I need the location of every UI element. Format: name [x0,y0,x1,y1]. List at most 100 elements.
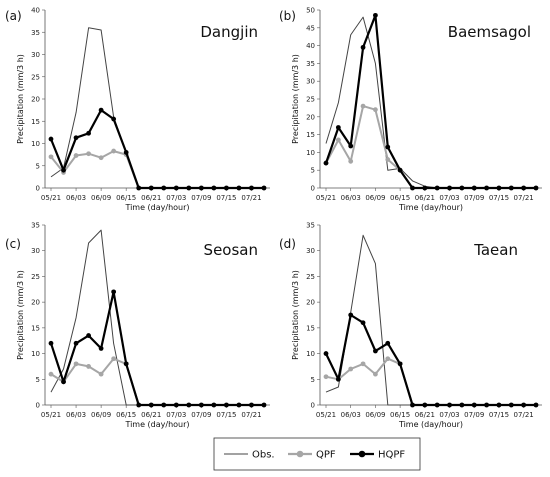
panel-label: (c) [5,237,21,251]
y-tick-label: 45 [306,24,315,32]
x-tick-label: 07/03 [166,411,186,419]
y-tick-label: 25 [306,96,315,104]
data-point-hqpf [521,185,527,191]
y-tick-label: 20 [31,96,40,104]
legend-marker-qpf [296,450,304,458]
data-point-hqpf [98,346,104,351]
y-axis-label: Precipitation (mm/3 h) [16,270,25,360]
data-point-hqpf [348,143,354,149]
y-tick-label: 5 [311,167,315,175]
y-tick-label: 10 [31,350,40,358]
data-point-hqpf [434,402,440,408]
data-point-hqpf [86,333,91,338]
series-line-hqpf [324,14,536,190]
y-tick-label: 10 [306,149,315,157]
data-point-hqpf [173,185,179,191]
data-point-qpf [360,103,366,109]
data-point-qpf [111,148,117,154]
data-point-hqpf [111,116,117,122]
data-point-hqpf [111,289,117,295]
data-point-hqpf [236,402,242,408]
x-tick-label: 06/21 [415,194,435,202]
series-line-obs [50,27,264,189]
data-point-hqpf [447,402,452,408]
x-tick-label: 07/21 [514,411,534,419]
y-tick-label: 30 [306,78,315,86]
data-point-hqpf [484,185,489,191]
data-point-hqpf [211,402,217,408]
data-point-hqpf [211,185,217,191]
x-tick-label: 05/21 [316,411,336,419]
data-point-qpf [48,154,54,160]
x-tick-label: 06/09 [365,411,385,419]
data-point-hqpf [161,185,167,191]
y-tick-label: 35 [31,29,40,37]
y-tick-label: 0 [311,402,315,410]
station-title: Dangjin [200,23,258,41]
data-point-hqpf [148,185,154,191]
chart-panel-2: 0 5 10 15 20 25 30 35 40 45 50 05/21 06/03 06/09 06/15… [279,7,542,212]
data-point-hqpf [323,160,329,166]
x-tick-label: 06/15 [116,411,136,419]
legend-label-qpf: QPF [316,450,336,461]
y-tick-label: 0 [36,185,40,193]
data-point-hqpf [496,185,502,191]
series-line-hqpf [325,313,536,407]
data-point-hqpf [496,402,502,408]
y-tick-label: 40 [31,7,40,15]
series-line-qpf [50,357,264,406]
data-point-hqpf [148,402,154,408]
x-tick-label: 06/21 [415,411,435,419]
panel-label: (a) [5,9,22,23]
x-tick-label: 07/21 [514,194,534,202]
data-point-hqpf [471,185,477,191]
data-point-qpf [335,137,341,143]
panel-label: (b) [279,9,296,23]
data-point-hqpf [86,130,91,136]
data-point-hqpf [173,402,179,408]
data-point-hqpf [459,402,465,408]
legend-label-obs: Obs. [252,450,275,461]
y-tick-label: 0 [36,402,40,410]
data-point-hqpf [373,12,378,18]
x-tick-label: 07/09 [191,411,211,419]
data-point-hqpf [73,340,79,346]
y-axis-label: Precipitation (mm/3 h) [291,54,300,144]
legend: Obs. QPF HQPF [213,437,421,471]
y-tick-label: 30 [31,247,40,255]
y-tick-label: 5 [36,376,40,384]
data-point-qpf [385,356,391,362]
data-point-hqpf [360,320,366,326]
data-point-hqpf [360,44,366,50]
data-point-qpf [48,371,54,377]
data-point-hqpf [136,402,142,408]
y-tick-label: 35 [306,222,315,230]
y-tick-label: 40 [306,42,315,50]
y-tick-label: 15 [31,324,40,332]
data-point-qpf [323,374,329,380]
chart-panel-3: 0 5 10 15 20 25 30 35 05/21 06/03 06/09 06/15 06/21 0… [5,222,270,429]
data-point-hqpf [434,185,440,191]
data-point-hqpf [422,185,428,191]
x-tick-label: 06/03 [66,411,86,419]
data-point-hqpf [48,340,54,346]
data-point-hqpf [224,185,229,191]
y-tick-label: 0 [311,185,315,193]
y-tick-label: 30 [306,247,315,255]
series-line-qpf [325,105,536,189]
data-point-hqpf [73,135,79,141]
y-tick-label: 10 [306,350,315,358]
x-tick-label: 07/15 [489,194,509,202]
y-tick-label: 50 [306,7,315,15]
data-point-hqpf [123,361,129,367]
x-tick-label: 05/21 [41,411,61,419]
data-point-qpf [86,151,91,157]
data-point-hqpf [323,351,329,356]
y-tick-label: 25 [306,273,315,281]
chart-panel-4: 0 5 10 15 20 25 30 35 05/21 06/03 06/09 06/15 06/21 0… [279,222,542,429]
data-point-qpf [360,361,366,367]
data-point-hqpf [484,402,489,408]
data-point-hqpf [533,402,539,408]
x-tick-label: 07/03 [166,194,186,202]
